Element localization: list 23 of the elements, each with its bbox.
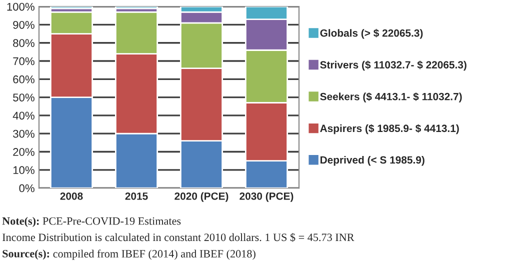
- legend-label: Aspirers ($ 1985.9- $ 4413.1): [320, 124, 459, 134]
- y-tick-label: 50%: [13, 94, 34, 102]
- y-tick-label: 100%: [7, 2, 34, 11]
- y-tick-label: 60%: [13, 75, 34, 84]
- text: Note(s): PCE-Pre-COVID-19 Estimates: [2, 216, 181, 228]
- legend-label: Deprived (< S 1985.9): [320, 156, 424, 166]
- y-tick-label: 40%: [12, 112, 34, 120]
- legend-label: Seekers ($ 4413.1- $ 11032.7): [320, 92, 462, 102]
- text: Income Distribution is calculated in constant 2010 dollars. 1 US $ = 45.73 INR: [2, 232, 354, 242]
- x-tick-label: 2030 (PCE): [240, 192, 294, 202]
- legend-label: Strivers ($ 11032.7- $ 22065.3): [320, 60, 466, 71]
- y-tick-label: 20%: [13, 148, 34, 156]
- y-tick-label: 70%: [13, 57, 34, 66]
- y-tick-label: 0%: [19, 184, 34, 192]
- y-tick-label: 90%: [13, 20, 34, 29]
- y-tick-label: 30%: [13, 130, 34, 138]
- x-tick-label: 2015: [125, 192, 148, 200]
- source-note: Source(s): compiled from IBEF (2014) and IBEF (2018): [2, 250, 256, 260]
- legend-label: Globals (> $ 22065.3): [320, 28, 423, 39]
- x-tick-label: 2020 (PCE): [174, 192, 228, 202]
- y-tick-label: 80%: [13, 39, 34, 48]
- x-tick-label: 2008: [60, 192, 83, 200]
- y-tick-label: 10%: [13, 166, 34, 174]
